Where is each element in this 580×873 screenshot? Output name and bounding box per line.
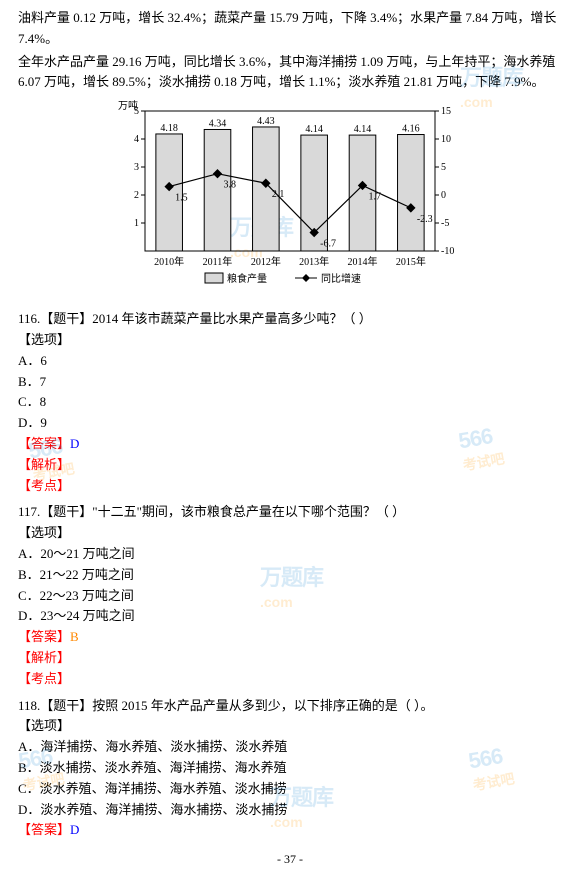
svg-text:3.8: 3.8 <box>224 180 237 191</box>
q117-opt-a: A．20～21 万吨之间 <box>18 544 562 565</box>
intro-p2: 全年水产品产量 29.16 万吨，同比增长 3.6%，其中海洋捕捞 1.09 万… <box>18 52 562 94</box>
svg-text:4.43: 4.43 <box>257 116 275 127</box>
svg-text:-2.3: -2.3 <box>417 214 433 225</box>
question-118: 118.【题干】按照 2015 年水产品产量从多到少，以下排序正确的是（ ）。 … <box>18 696 562 842</box>
q116-opt-a: A．6 <box>18 351 562 372</box>
q117-answer: B <box>70 629 79 644</box>
q116-stem: 116.【题干】2014 年该市蔬菜产量比水果产量高多少吨？（ ） <box>18 309 562 330</box>
question-116: 116.【题干】2014 年该市蔬菜产量比水果产量高多少吨？（ ） 【选项】 A… <box>18 309 562 496</box>
q116-opt-d: D．9 <box>18 413 562 434</box>
q117-analysis-label: 【解析】 <box>18 648 562 669</box>
svg-text:5: 5 <box>134 106 139 117</box>
svg-text:10: 10 <box>441 134 451 145</box>
q117-opt-c: C．22～23 万吨之间 <box>18 586 562 607</box>
q118-opt-a: A．海洋捕捞、海水养殖、淡水捕捞、淡水养殖 <box>18 737 562 758</box>
q116-point-label: 【考点】 <box>18 476 562 497</box>
svg-text:2: 2 <box>134 190 139 201</box>
svg-text:2012年: 2012年 <box>251 255 281 268</box>
svg-text:2011年: 2011年 <box>203 255 233 268</box>
svg-text:1.7: 1.7 <box>369 192 382 203</box>
q117-stem: 117.【题干】"十二五"期间，该市粮食总产量在以下哪个范围？（ ） <box>18 502 562 523</box>
q118-opt-d: D．淡水养殖、海洋捕捞、海水捕捞、淡水捕捞 <box>18 800 562 821</box>
svg-text:5: 5 <box>441 162 446 173</box>
svg-text:2010年: 2010年 <box>154 255 184 268</box>
page-number: - 37 - <box>0 850 580 869</box>
svg-text:-6.7: -6.7 <box>320 239 336 250</box>
svg-text:2013年: 2013年 <box>299 255 329 268</box>
q116-analysis-label: 【解析】 <box>18 455 562 476</box>
q118-opt-c: C．淡水养殖、海洋捕捞、海水养殖、淡水捕捞 <box>18 779 562 800</box>
svg-text:4.16: 4.16 <box>402 124 420 135</box>
q118-stem: 118.【题干】按照 2015 年水产品产量从多到少，以下排序正确的是（ ）。 <box>18 696 562 717</box>
svg-text:4.14: 4.14 <box>354 124 372 135</box>
q117-point-label: 【考点】 <box>18 669 562 690</box>
q118-opt-b: B．淡水捕捞、淡水养殖、海洋捕捞、海水养殖 <box>18 758 562 779</box>
svg-text:3: 3 <box>134 162 139 173</box>
q116-answer-label: 【答案】 <box>18 436 70 451</box>
svg-text:4: 4 <box>134 134 139 145</box>
svg-text:4.34: 4.34 <box>209 119 227 130</box>
svg-text:-10: -10 <box>441 246 454 257</box>
q116-opts-label: 【选项】 <box>18 330 562 351</box>
svg-text:2015年: 2015年 <box>396 255 426 268</box>
q118-answer-label: 【答案】 <box>18 822 70 837</box>
q118-answer: D <box>70 822 79 837</box>
svg-text:2.1: 2.1 <box>272 189 285 200</box>
svg-text:-5: -5 <box>441 218 449 229</box>
question-117: 117.【题干】"十二五"期间，该市粮食总产量在以下哪个范围？（ ） 【选项】 … <box>18 502 562 689</box>
q116-opt-c: C．8 <box>18 392 562 413</box>
svg-text:4.18: 4.18 <box>160 123 178 134</box>
svg-text:0: 0 <box>441 190 446 201</box>
q117-opt-d: D．23～24 万吨之间 <box>18 606 562 627</box>
svg-text:1.5: 1.5 <box>175 193 188 204</box>
q116-answer: D <box>70 436 79 451</box>
svg-text:粮食产量: 粮食产量 <box>227 272 267 285</box>
grain-chart: 万吨12345-10-50510154.184.344.434.144.144.… <box>110 99 470 299</box>
svg-text:2014年: 2014年 <box>348 255 378 268</box>
svg-text:同比增速: 同比增速 <box>321 272 361 285</box>
svg-text:1: 1 <box>134 218 139 229</box>
q116-opt-b: B．7 <box>18 372 562 393</box>
q117-opts-label: 【选项】 <box>18 523 562 544</box>
svg-text:4.14: 4.14 <box>305 124 323 135</box>
intro-p1: 油料产量 0.12 万吨，增长 32.4%；蔬菜产量 15.79 万吨，下降 3… <box>18 8 562 50</box>
q117-answer-label: 【答案】 <box>18 629 70 644</box>
q117-opt-b: B．21～22 万吨之间 <box>18 565 562 586</box>
svg-text:15: 15 <box>441 106 451 117</box>
q118-opts-label: 【选项】 <box>18 716 562 737</box>
